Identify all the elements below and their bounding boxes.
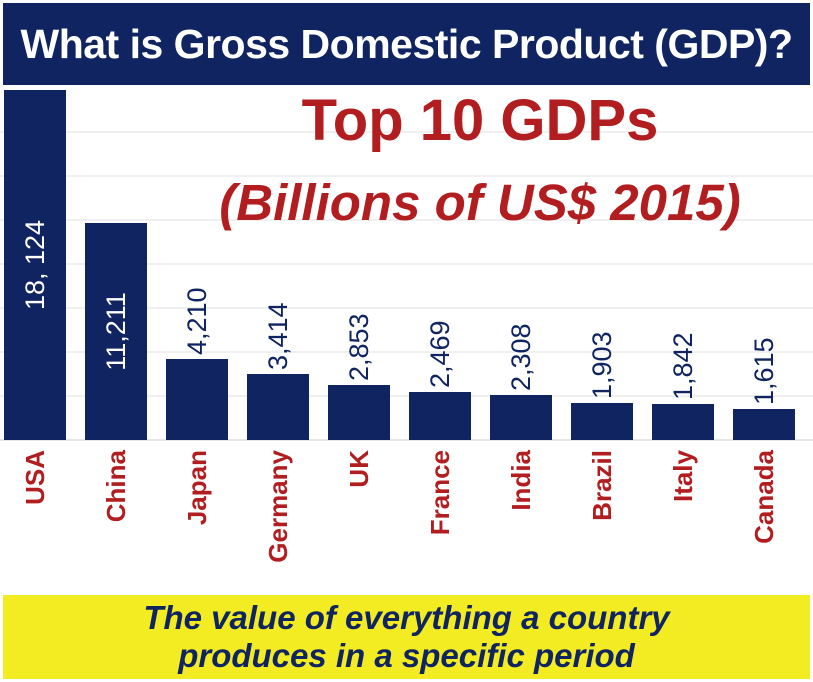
category-label: USA xyxy=(20,450,50,505)
footer-line-2: produces in a specific period xyxy=(178,637,635,674)
value-label: 2,469 xyxy=(425,320,455,388)
value-label: 2,853 xyxy=(344,313,374,381)
bars: 18, 124 11,211 4,210 3,414 2,853 2,469 2,308 1,… xyxy=(4,90,795,440)
footer-line-1: The value of everything a country xyxy=(143,599,670,636)
bar-germany xyxy=(247,374,309,440)
value-label: 3,414 xyxy=(263,302,293,370)
category-label: Brazil xyxy=(587,450,617,521)
value-label: 1,903 xyxy=(587,331,617,399)
chart-title: Top 10 GDPs xyxy=(302,88,659,153)
value-label: 18, 124 xyxy=(20,220,50,310)
value-label: 1,615 xyxy=(749,337,779,405)
category-label: UK xyxy=(344,450,374,488)
bar-uk xyxy=(328,385,390,440)
category-label: India xyxy=(506,449,536,510)
bar-brazil xyxy=(571,403,633,440)
category-label: China xyxy=(101,449,131,522)
bar-india xyxy=(490,395,552,440)
value-label: 4,210 xyxy=(182,287,212,355)
bar-italy xyxy=(652,404,714,440)
value-label: 11,211 xyxy=(101,292,131,371)
bar-usa xyxy=(4,90,66,440)
page-title: What is Gross Domestic Product (GDP)? xyxy=(20,20,794,67)
category-label: Italy xyxy=(668,449,698,502)
bar-china xyxy=(85,223,147,440)
category-labels: USA China Japan Germany UK France India Brazil I… xyxy=(20,449,779,562)
header-banner: What is Gross Domestic Product (GDP)? xyxy=(0,0,813,88)
bar-japan xyxy=(166,359,228,440)
footer-banner: The value of everything a country produc… xyxy=(0,592,813,682)
chart-subtitle: (Billions of US$ 2015) xyxy=(219,174,740,231)
value-label: 2,308 xyxy=(506,323,536,391)
value-label: 1,842 xyxy=(668,332,698,400)
gdp-bar-chart: Top 10 GDPs (Billions of US$ 2015) 18, 1… xyxy=(0,88,813,563)
bar-france xyxy=(409,392,471,440)
category-label: Germany xyxy=(263,449,293,562)
category-label: Japan xyxy=(182,450,212,525)
category-label: Canada xyxy=(749,449,779,543)
category-label: France xyxy=(425,450,455,535)
bar-canada xyxy=(733,409,795,440)
